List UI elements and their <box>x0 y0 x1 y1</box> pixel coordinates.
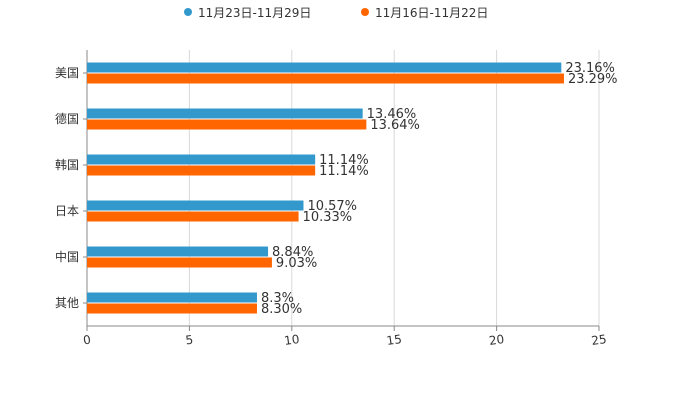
bar-series-2[interactable] <box>87 120 366 130</box>
legend-item[interactable]: 11月16日-11月22日 <box>361 6 488 20</box>
data-label: 10.33% <box>303 210 353 225</box>
bar-series-2[interactable] <box>87 304 257 314</box>
bar-series-1[interactable] <box>87 201 303 211</box>
bar-series-1[interactable] <box>87 155 315 165</box>
x-tick-label: 20 <box>488 332 505 348</box>
grid <box>87 50 599 326</box>
category-label: 日本 <box>55 204 79 218</box>
bar-series-2[interactable] <box>87 166 315 176</box>
data-labels: 23.16%23.29%13.46%13.64%11.14%11.14%10.5… <box>261 61 618 317</box>
bar-series-2[interactable] <box>87 74 564 84</box>
category-label: 其他 <box>55 296 79 310</box>
x-tick-label: 10 <box>283 332 300 348</box>
legend-marker <box>184 8 192 16</box>
bar-series-1[interactable] <box>87 109 363 119</box>
bar-series-2[interactable] <box>87 212 299 222</box>
data-label: 23.29% <box>568 72 618 87</box>
category-label: 美国 <box>55 66 79 80</box>
data-label: 13.64% <box>370 118 420 133</box>
bar-series-1[interactable] <box>87 293 257 303</box>
data-label: 11.14% <box>319 164 369 179</box>
bars <box>87 63 564 314</box>
bar-series-1[interactable] <box>87 247 268 257</box>
category-label: 韩国 <box>55 157 79 172</box>
data-label: 9.03% <box>276 256 317 271</box>
x-tick-label: 25 <box>590 332 607 348</box>
legend-item[interactable]: 11月23日-11月29日 <box>184 6 311 20</box>
category-label: 中国 <box>55 249 79 264</box>
legend-marker <box>361 8 369 16</box>
x-tick-label: 15 <box>386 332 403 348</box>
bar-series-1[interactable] <box>87 63 561 73</box>
category-label: 德国 <box>55 111 79 126</box>
x-tick-label: 5 <box>185 333 195 348</box>
x-tick-label: 0 <box>82 333 92 348</box>
bar-series-2[interactable] <box>87 258 272 268</box>
legend-label: 11月16日-11月22日 <box>375 6 488 20</box>
legend[interactable]: 11月23日-11月29日 11月16日-11月22日 <box>184 6 488 20</box>
data-label: 8.30% <box>261 302 302 317</box>
legend-label: 11月23日-11月29日 <box>198 6 311 20</box>
chart: 0 5 10 15 20 25美国德国韩国日本中国其他 23.16%23.29%13.46… <box>0 0 700 400</box>
